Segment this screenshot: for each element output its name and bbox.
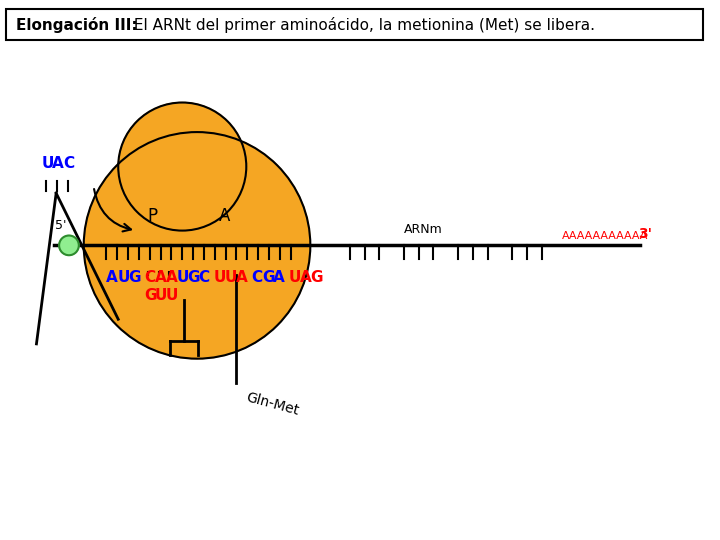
Text: U: U xyxy=(176,270,189,285)
Text: ARNm: ARNm xyxy=(404,222,443,235)
FancyArrowPatch shape xyxy=(94,189,131,232)
Text: U: U xyxy=(166,288,178,303)
Text: A: A xyxy=(273,270,284,285)
Text: U: U xyxy=(289,270,301,285)
Circle shape xyxy=(118,103,246,231)
Text: A: A xyxy=(155,270,166,285)
Circle shape xyxy=(59,235,78,255)
Circle shape xyxy=(84,132,310,359)
Text: A: A xyxy=(300,270,311,285)
Text: G: G xyxy=(144,288,156,303)
Text: A: A xyxy=(53,157,64,172)
Text: 3': 3' xyxy=(639,227,652,241)
Text: A: A xyxy=(235,270,247,285)
Text: A: A xyxy=(166,270,177,285)
Text: Elongación III:: Elongación III: xyxy=(16,17,138,33)
Text: U: U xyxy=(117,270,130,285)
Text: El ARNt del primer aminoácido, la metionina (Met) se libera.: El ARNt del primer aminoácido, la metion… xyxy=(129,17,595,33)
Text: 5': 5' xyxy=(55,219,67,232)
FancyBboxPatch shape xyxy=(6,9,703,40)
Text: U: U xyxy=(155,288,167,303)
Text: AAAAAAAAAAA: AAAAAAAAAAA xyxy=(562,232,648,241)
Text: G: G xyxy=(262,270,274,285)
Text: A: A xyxy=(219,207,230,225)
Text: C: C xyxy=(251,270,262,285)
Text: C: C xyxy=(198,270,209,285)
Text: G: G xyxy=(187,270,199,285)
Text: Gln-Met: Gln-Met xyxy=(244,390,300,418)
Text: U: U xyxy=(41,157,54,172)
Text: G: G xyxy=(310,270,323,285)
Text: U: U xyxy=(214,270,226,285)
Text: C: C xyxy=(144,270,155,285)
Text: A: A xyxy=(107,270,118,285)
Text: C: C xyxy=(63,157,74,172)
Text: P: P xyxy=(148,207,158,225)
Text: U: U xyxy=(225,270,237,285)
Text: G: G xyxy=(128,270,140,285)
